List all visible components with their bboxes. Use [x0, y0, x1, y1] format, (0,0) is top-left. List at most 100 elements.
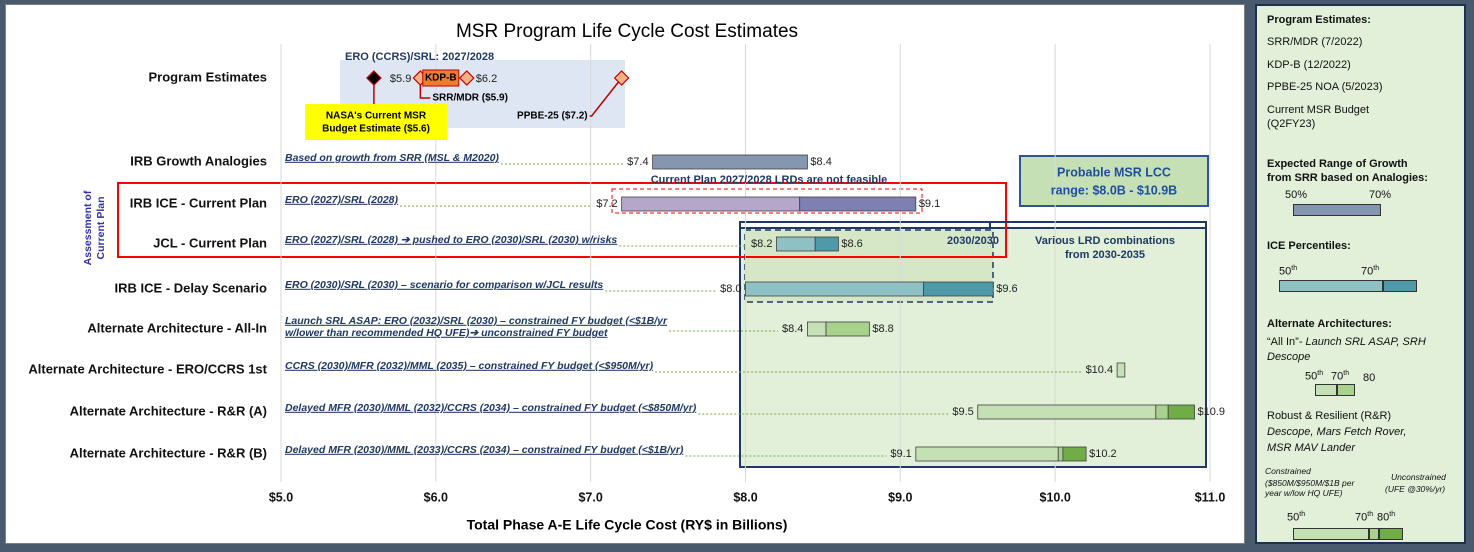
legend-label: th — [1299, 511, 1306, 518]
legend-heading: ICE Percentiles: — [1267, 240, 1351, 252]
legend-label: 50 — [1279, 265, 1292, 278]
x-tick-label: $5.0 — [269, 490, 293, 504]
legend-label: 70 — [1331, 370, 1344, 383]
x-tick-label: $6.0 — [424, 490, 448, 504]
annotation: Current Plan 2027/2028 LRDs are not feas… — [651, 174, 888, 186]
x-axis-title: Total Phase A-E Life Cycle Cost (RY$ in … — [467, 517, 788, 533]
legend-swatch — [1379, 528, 1403, 540]
legend-item: Constrained — [1265, 466, 1311, 476]
value-label: $6.2 — [476, 73, 497, 85]
legend-label: 70th — [1361, 265, 1379, 278]
value-label: $8.6 — [841, 238, 862, 250]
row-label: Alternate Architecture - R&R (A) — [70, 403, 267, 418]
legend-heading: Alternate Architectures: — [1267, 318, 1392, 330]
legend-label: 50th — [1279, 265, 1297, 278]
value-label: $9.6 — [996, 283, 1017, 295]
legend-label: 70th — [1331, 370, 1349, 383]
point-label: NASA's Current MSR — [326, 111, 427, 122]
row-label: IRB ICE - Delay Scenario — [115, 280, 267, 295]
bar-segment — [745, 281, 924, 297]
bar-segment — [807, 321, 827, 337]
legend-label: 50 — [1305, 370, 1318, 383]
legend-item: Descope, Mars Fetch Rover, — [1267, 426, 1407, 438]
value-label: $7.2 — [596, 198, 617, 210]
annotation: from 2030-2035 — [1065, 249, 1145, 261]
legend-item: (UFE @30%/yr) — [1385, 484, 1446, 494]
bar-segment — [1057, 446, 1064, 462]
bar-segment — [1155, 404, 1169, 420]
legend-label: th — [1389, 511, 1396, 518]
legend-panel: Program Estimates: SRR/MDR (7/2022) KDP-… — [1255, 4, 1466, 544]
marks: $5.0 $6.0 $7.0 $8.0 $9.0 $10.0 $11.0 Program Es… — [28, 51, 1225, 504]
row-label: Alternate Architecture - All-In — [87, 320, 267, 335]
bar-segment — [915, 446, 1059, 462]
label-box — [422, 69, 460, 87]
value-label: $8.4 — [782, 323, 803, 335]
diamond — [613, 70, 630, 86]
value-label: $10.2 — [1089, 448, 1117, 460]
legend-item: year w/low HQ UFE) — [1265, 488, 1343, 498]
legend-swatch — [1279, 280, 1383, 292]
legend-item: SRR/MDR (7/2022) — [1267, 36, 1363, 48]
legend-heading: Program Estimates: — [1267, 14, 1371, 26]
legend-swatch — [1369, 528, 1379, 540]
side-label: Assessment of — [82, 190, 94, 265]
legend-label: 80th — [1377, 511, 1395, 524]
legend-label: th — [1343, 370, 1350, 377]
value-label: $9.5 — [952, 406, 973, 418]
value-label: $9.1 — [890, 448, 911, 460]
legend-item: - Launch SRL ASAP, SRH — [1298, 336, 1426, 348]
note: CCRS (2030)/MFR (2032)/MML (2035) – cons… — [285, 360, 654, 372]
x-tick-label: $11.0 — [1195, 490, 1226, 504]
header: ERO (CCRS)/SRL: 2027/2028 — [345, 51, 494, 63]
row-label: Alternate Architecture - R&R (B) — [70, 445, 267, 460]
point-label: PPBE-25 ($7.2) — [517, 111, 588, 122]
legend-item: Unconstrained — [1391, 472, 1446, 482]
bracket — [739, 221, 1207, 228]
grid — [280, 44, 1211, 482]
bar-segment — [923, 281, 994, 297]
legend-label: th — [1317, 370, 1324, 377]
legend-item: ($850M/$950M/$1B per — [1265, 478, 1355, 488]
infeasible-box — [611, 188, 923, 214]
value-label: $8.8 — [872, 323, 893, 335]
legend-label: 70 — [1355, 511, 1368, 524]
value-label: $8.0 — [720, 283, 741, 295]
chart: MSR Program Life Cycle Cost Estimates To… — [5, 4, 1245, 544]
note: Launch SRL ASAP: ERO (2032)/SRL (2030) –… — [285, 315, 668, 327]
note: Based on growth from SRR (MSL & M2020) — [285, 152, 499, 164]
value-label: $9.1 — [919, 198, 940, 210]
value-label: $10.9 — [1198, 406, 1226, 418]
connector — [589, 77, 623, 117]
legend-label: 80 — [1377, 511, 1390, 524]
bar-segment — [799, 196, 917, 212]
side-label: Current Plan — [95, 196, 107, 259]
x-tick-label: $10.0 — [1040, 490, 1071, 504]
legend-label: 80 — [1363, 372, 1376, 384]
note: ERO (2027)/SRL (2028) ➔ pushed to ERO (2… — [285, 234, 617, 246]
legend-label: th — [1373, 265, 1380, 272]
bar-segment — [1062, 446, 1087, 462]
bar-segment — [1116, 362, 1126, 378]
legend-item: “All In”- Launch SRL ASAP, SRH — [1267, 336, 1457, 348]
legend-item: KDP-B (12/2022) — [1267, 59, 1351, 71]
label-box — [305, 104, 447, 140]
diamond — [366, 70, 382, 86]
legend-heading: from SRR based on Analogies: — [1267, 172, 1428, 184]
bar-segment — [977, 404, 1157, 420]
chart-title: MSR Program Life Cycle Cost Estimates — [456, 21, 798, 42]
legend-swatch — [1293, 204, 1381, 216]
x-tick-label: $7.0 — [578, 490, 602, 504]
legend-label: 70 — [1361, 265, 1374, 278]
row-label: Program Estimates — [149, 69, 268, 84]
value-label: $5.9 — [390, 73, 411, 85]
legend-label: th — [1367, 511, 1374, 518]
row-label: Alternate Architecture - ERO/CCRS 1st — [28, 361, 267, 376]
note: Delayed MFR (2030)/MML (2032)/CCRS (2034… — [285, 402, 697, 414]
row-label: IRB ICE - Current Plan — [130, 195, 267, 210]
legend-item: (Q2FY23) — [1267, 118, 1316, 130]
bar-segment — [776, 236, 816, 252]
legend-label: 50th — [1305, 370, 1323, 383]
value-label: $8.2 — [751, 238, 772, 250]
